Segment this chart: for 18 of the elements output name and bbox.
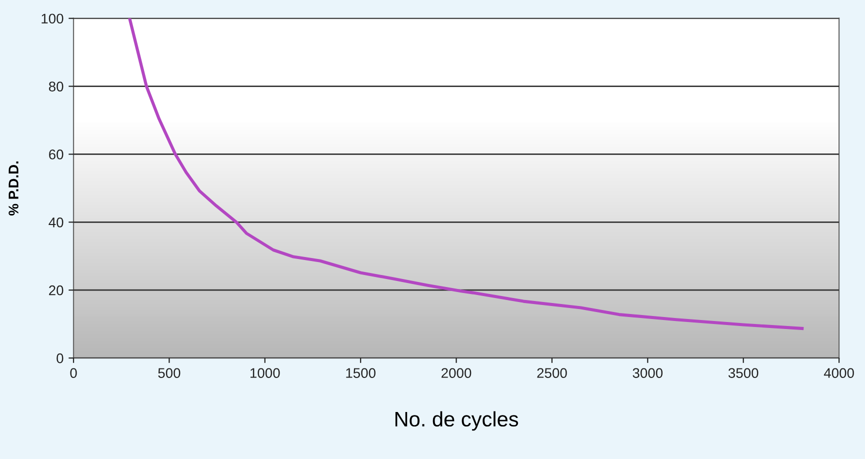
line-series (128, 18, 804, 330)
x-tick-label: 3000 (632, 368, 663, 378)
x-axis-title: No. de cycles (395, 411, 518, 431)
y-tick-label: 0 (56, 353, 64, 364)
x-tick-label: 0 (70, 368, 77, 378)
y-tick-label: 80 (48, 82, 64, 92)
y-axis-title: % P.D.D. (8, 161, 18, 216)
y-tick-label: 100 (42, 14, 64, 24)
x-tick-label: 500 (158, 368, 180, 378)
y-tick-label: 20 (49, 285, 64, 296)
x-tick-label: 3500 (728, 368, 758, 378)
y-tick-label: 40 (48, 217, 64, 228)
x-tick-label: 1500 (346, 368, 376, 378)
x-tick-label: 4000 (824, 368, 854, 378)
y-tick-label: 60 (49, 150, 64, 160)
x-tick-label: 1000 (250, 368, 280, 378)
x-tick-label: 2500 (537, 368, 567, 378)
x-tick-label: 2000 (442, 368, 472, 378)
